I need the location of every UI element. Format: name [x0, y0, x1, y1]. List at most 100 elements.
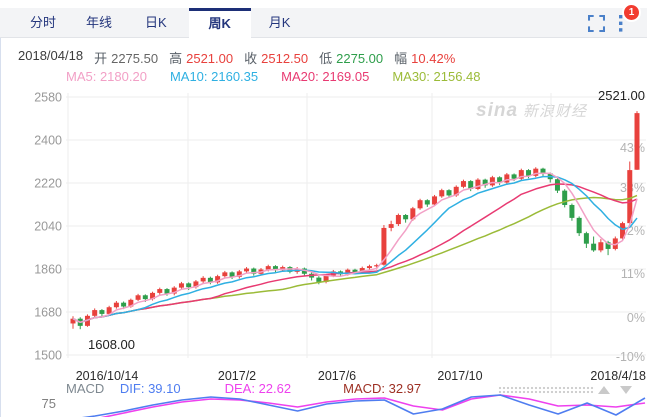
candle[interactable]: [475, 178, 481, 191]
dif-line: [81, 394, 646, 417]
svg-text:-10%: -10%: [616, 350, 645, 364]
ma20-value: MA20: 2169.05: [281, 69, 370, 84]
ma5-line: [72, 172, 638, 324]
candle[interactable]: [106, 305, 112, 315]
svg-text:1860: 1860: [34, 263, 62, 277]
candle[interactable]: [634, 111, 640, 170]
candle[interactable]: [482, 178, 488, 188]
svg-text:0%: 0%: [627, 311, 645, 325]
dea-value: DEA: 22.62: [224, 381, 292, 396]
candle[interactable]: [272, 265, 278, 273]
ma20-line: [72, 183, 638, 324]
field-open: 开 2275.50: [94, 51, 159, 66]
ma10-line: [72, 175, 638, 324]
candle[interactable]: [301, 267, 307, 276]
candle[interactable]: [627, 161, 633, 225]
candle[interactable]: [77, 317, 83, 330]
tab-daily-k[interactable]: 日K: [145, 14, 167, 30]
candle[interactable]: [309, 272, 315, 281]
candle[interactable]: [533, 167, 539, 178]
candle[interactable]: [576, 216, 582, 237]
candle[interactable]: [70, 316, 76, 329]
ma10-value: MA10: 2160.35: [169, 69, 259, 84]
candle[interactable]: [157, 287, 163, 295]
dea-line: [100, 394, 646, 417]
candle[interactable]: [251, 267, 257, 276]
field-low: 低 2275.00: [319, 51, 384, 66]
candle[interactable]: [620, 221, 626, 241]
tab-monthly-k[interactable]: 月K: [268, 14, 291, 30]
candle[interactable]: [598, 239, 604, 253]
panel-left-border: [0, 38, 1, 417]
candle[interactable]: [178, 281, 184, 290]
candle[interactable]: [432, 194, 438, 206]
candle[interactable]: [135, 293, 141, 302]
candle[interactable]: [489, 175, 495, 187]
candle[interactable]: [403, 214, 409, 223]
candle[interactable]: [540, 167, 546, 177]
chart-range-slider[interactable]: [498, 386, 595, 394]
candle[interactable]: [388, 220, 394, 232]
field-range: 幅 10.42%: [394, 51, 456, 66]
scroll-down-arrow-icon[interactable]: [620, 386, 632, 394]
candle[interactable]: [518, 168, 524, 181]
candle[interactable]: [395, 213, 401, 226]
candle[interactable]: [446, 189, 452, 198]
svg-text:1680: 1680: [34, 306, 62, 320]
more-options-icon[interactable]: [618, 14, 623, 32]
tab-yearly[interactable]: 年线: [86, 14, 113, 30]
svg-text:43%: 43%: [620, 141, 645, 155]
x-axis: 2016/10/14 2017/2 2017/6 2017/10 2018/4/18: [0, 369, 647, 383]
candle[interactable]: [424, 199, 430, 207]
candle[interactable]: [612, 236, 618, 251]
dif-value: DIF: 39.10: [119, 381, 181, 396]
candle[interactable]: [366, 264, 372, 270]
field-close: 收 2512.50: [244, 51, 309, 66]
candle[interactable]: [113, 301, 119, 309]
x-axis-label: 2017/6: [317, 369, 357, 383]
ma30-line: [72, 194, 638, 324]
candle[interactable]: [215, 274, 221, 284]
fullscreen-icon[interactable]: [588, 14, 605, 32]
macd-panel-label: MACD: [66, 381, 105, 396]
candle[interactable]: [460, 179, 466, 189]
candle[interactable]: [591, 236, 597, 252]
notification-badge[interactable]: 1: [622, 3, 641, 22]
candle[interactable]: [583, 231, 589, 248]
tab-weekly-k[interactable]: 周K: [188, 7, 251, 38]
toolbar-icons: [588, 8, 623, 38]
high-label: 2521.00: [598, 88, 645, 103]
scroll-up-arrow-icon[interactable]: [598, 386, 610, 394]
candle[interactable]: [236, 269, 242, 279]
candle[interactable]: [222, 270, 228, 279]
macd-row: MACD DIF: 39.10 DEA: 22.62 MACD: 32.97: [0, 381, 647, 396]
period-tabbar: 分时 年线 日K 周K 月K: [0, 7, 647, 38]
candle[interactable]: [562, 189, 568, 208]
tab-minute[interactable]: 分时: [30, 14, 57, 30]
price-axis-labels: 2580 2400 2220 2040 1860 1680 1500: [34, 91, 62, 363]
macd-value: MACD: 32.97: [343, 381, 422, 396]
candle[interactable]: [200, 276, 206, 284]
svg-text:2580: 2580: [34, 91, 62, 105]
candle[interactable]: [417, 198, 423, 210]
chart-grid: [66, 93, 646, 358]
candle[interactable]: [171, 286, 177, 296]
candle[interactable]: [92, 308, 98, 318]
candle[interactable]: [468, 180, 474, 192]
candle[interactable]: [554, 177, 560, 194]
svg-text:11%: 11%: [621, 267, 645, 281]
svg-text:2220: 2220: [34, 177, 62, 191]
candle[interactable]: [569, 203, 575, 221]
candle[interactable]: [99, 309, 105, 317]
svg-text:33%: 33%: [620, 181, 645, 195]
ma-values-row: MA5: 2180.20 MA10: 2160.35 MA20: 2169.05 MA…: [66, 69, 481, 84]
candle[interactable]: [497, 176, 503, 185]
candle[interactable]: [244, 267, 250, 274]
candle[interactable]: [504, 172, 510, 184]
x-axis-label: 2017/10: [437, 369, 483, 383]
ma5-value: MA5: 2180.20: [66, 69, 147, 84]
sina-logo: sina: [476, 100, 519, 121]
candle[interactable]: [439, 188, 445, 198]
